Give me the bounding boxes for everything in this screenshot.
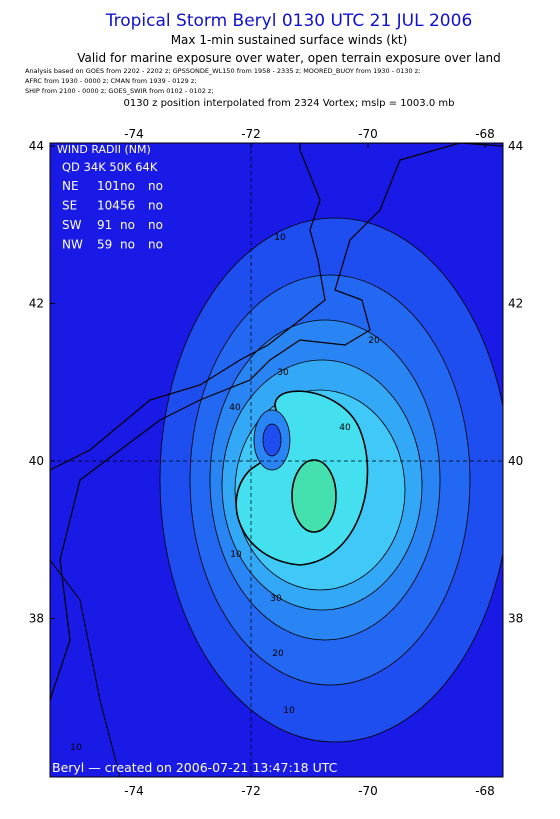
subtitle: Max 1-min sustained surface winds (kt) [171,33,408,47]
contour-fill [291,459,337,533]
lat-tick-label: 38 [508,612,523,626]
lon-tick-label: -68 [475,127,495,141]
lat-tick-label: 42 [29,297,44,311]
radii-header: QD 34K 50K 64K [62,160,158,174]
radii-cell: no [120,179,135,193]
contours [159,217,503,743]
contour-label: 10 [274,233,286,243]
contour-label: 10 [70,743,82,753]
lon-tick-label: -72 [241,784,261,798]
lon-tick-label: -68 [475,784,495,798]
radii-cell: 101 [97,179,120,193]
contour-label: 10 [283,706,295,716]
contour-fill [262,423,282,457]
radii-cell: no [148,199,163,213]
coastline [50,559,121,777]
map [50,143,503,777]
contour-label: 30 [270,594,282,604]
lat-tick-label: 42 [508,297,523,311]
lon-tick-label: -74 [124,127,144,141]
radii-cell: SE [62,199,77,213]
lon-tick-label: -72 [241,127,261,141]
radii-cell: no [148,179,163,193]
contour-label: 40 [229,403,241,413]
radii-cell: NW [62,238,83,252]
radii-title: WIND RADII (NM) [57,143,151,156]
contour-label: 40 [339,423,351,433]
position-note: 0130 z position interpolated from 2324 V… [124,98,455,109]
contour-label: 20 [272,649,284,659]
lon-tick-label: -74 [124,784,144,798]
radii-cell: 59 [97,238,112,252]
radii-cell: NE [62,179,79,193]
lon-tick-label: -70 [358,784,378,798]
analysis-line: AFRC from 1930 - 0000 z; CMAN from 1939 … [25,77,196,85]
radii-cell: 91 [97,218,112,232]
lat-tick-label: 38 [29,612,44,626]
contour-label: 30 [277,368,289,378]
radii-cell: 56 [120,199,135,213]
contour-label: 20 [368,336,380,346]
radii-cell: SW [62,218,82,232]
validity: Valid for marine exposure over water, op… [77,51,501,65]
lat-tick-label: 40 [508,454,523,468]
radii-cell: no [148,218,163,232]
title: Tropical Storm Beryl 0130 UTC 21 JUL 200… [105,11,473,31]
lon-tick-label: -70 [358,127,378,141]
radii-cell: no [120,218,135,232]
footer: Beryl — created on 2006-07-21 13:47:18 U… [52,760,338,775]
analysis-line: Analysis based on GOES from 2202 - 2202 … [25,67,420,75]
radii-cell: no [120,238,135,252]
coastline [50,143,503,701]
radii-cell: no [148,238,163,252]
map-frame [49,142,504,778]
radii-cell: 104 [97,199,120,213]
lat-tick-label: 44 [508,139,523,153]
contour-label: 10 [230,550,242,560]
analysis-line: SHIP from 2100 - 0000 z; GOES_SWIR from … [25,87,214,95]
lat-tick-label: 40 [29,454,44,468]
lat-tick-label: 44 [29,139,44,153]
